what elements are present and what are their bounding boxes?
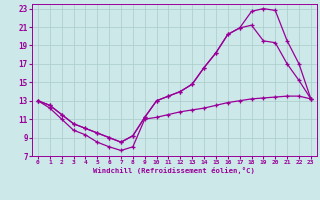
X-axis label: Windchill (Refroidissement éolien,°C): Windchill (Refroidissement éolien,°C) <box>93 167 255 174</box>
